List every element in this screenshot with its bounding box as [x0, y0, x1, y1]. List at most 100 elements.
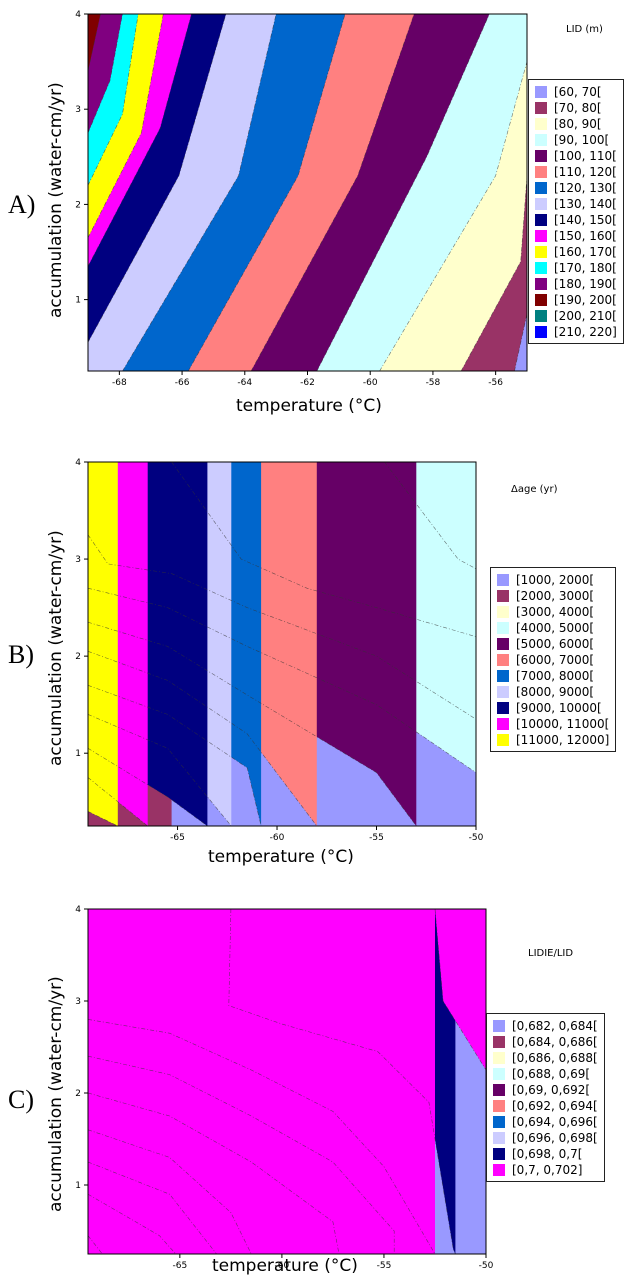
legend-label: [170, 180[ — [554, 261, 617, 275]
legend-item: [4000, 5000[ — [497, 620, 609, 636]
legend-swatch — [535, 246, 547, 258]
legend-swatch — [497, 702, 509, 714]
legend-swatch — [493, 1052, 505, 1064]
legend-swatch — [497, 654, 509, 666]
contour-line — [88, 14, 123, 134]
legend-label: [140, 150[ — [554, 213, 617, 227]
legend-item: [70, 80[ — [535, 100, 617, 116]
x-tick-label: -56 — [488, 378, 503, 388]
panel-a: A) accumulation (water-cm/yr) -68 -66 -64-… — [0, 0, 624, 425]
legend-label: [80, 90[ — [554, 117, 602, 131]
legend-swatch — [535, 102, 547, 114]
legend-swatch — [535, 278, 547, 290]
contour-region — [88, 462, 118, 826]
legend-item: [200, 210[ — [535, 308, 617, 324]
contour-line — [460, 175, 527, 371]
legend-label: [9000, 10000[ — [516, 701, 602, 715]
contour-line — [88, 1235, 103, 1254]
x-tick-label: -65 — [170, 833, 185, 843]
legend-label: [0,698, 0,7[ — [512, 1147, 583, 1161]
legend-swatch — [535, 294, 547, 306]
legend-label: [0,686, 0,688[ — [512, 1051, 598, 1065]
legend-label: [0,684, 0,686[ — [512, 1035, 598, 1049]
contour-line — [88, 14, 101, 72]
legend-swatch — [535, 150, 547, 162]
contour-line — [88, 1055, 395, 1254]
x-tick-label: -68 — [112, 378, 127, 388]
legend-item: [170, 180[ — [535, 260, 617, 276]
x-tick-label: -60 — [270, 833, 285, 843]
legend-label: [10000, 11000[ — [516, 717, 610, 731]
contour-line — [88, 714, 232, 826]
contour-line — [88, 685, 262, 826]
legend-label: [7000, 8000[ — [516, 669, 595, 683]
y-tick-label: 2 — [75, 1089, 81, 1099]
y-tick-label: 1 — [75, 296, 81, 306]
legend-label: [0,7, 0,702] — [512, 1163, 583, 1177]
legend-label: [6000, 7000[ — [516, 653, 595, 667]
legend-label: [120, 130[ — [554, 181, 617, 195]
legend-item: [140, 150[ — [535, 212, 617, 228]
legend-title: LID (m) — [566, 24, 603, 35]
legend-item: [3000, 4000[ — [497, 604, 609, 620]
legend-swatch — [497, 686, 509, 698]
legend-item: [160, 170[ — [535, 244, 617, 260]
legend-item: [210, 220] — [535, 324, 617, 340]
legend-item: [190, 200[ — [535, 292, 617, 308]
x-axis-label: temperature (°C) — [212, 1256, 358, 1276]
legend-item: [120, 130[ — [535, 180, 617, 196]
legend-swatch — [493, 1164, 505, 1176]
contour-line — [88, 621, 417, 826]
legend-swatch — [535, 86, 547, 98]
x-axis-label: temperature (°C) — [208, 847, 354, 867]
legend-item: [60, 70[ — [535, 84, 617, 100]
legend-item: [110, 120[ — [535, 164, 617, 180]
legend-swatch — [493, 1116, 505, 1128]
legend-item: [80, 90[ — [535, 116, 617, 132]
legend-swatch — [493, 1036, 505, 1048]
legend-label: [1000, 2000[ — [516, 573, 595, 587]
legend-item: [0,7, 0,702] — [493, 1162, 598, 1178]
legend-item: [7000, 8000[ — [497, 668, 609, 684]
legend-swatch — [493, 1100, 505, 1112]
legend-label: [0,688, 0,69[ — [512, 1067, 591, 1081]
contour-line — [88, 1129, 252, 1254]
legend-swatch — [497, 622, 509, 634]
legend-swatch — [493, 1084, 505, 1096]
contour-line — [88, 811, 118, 826]
panel-letter: A) — [8, 190, 36, 219]
legend-item: [0,688, 0,69[ — [493, 1066, 598, 1082]
legend-swatch — [535, 262, 547, 274]
legend-item: [11000, 12000] — [497, 732, 609, 748]
y-tick-label: 4 — [75, 905, 81, 915]
contour-line — [188, 14, 346, 371]
legend-label: [0,696, 0,698[ — [512, 1131, 598, 1145]
legend-item: [9000, 10000[ — [497, 700, 609, 716]
legend-swatch — [497, 670, 509, 682]
legend-swatch — [497, 718, 509, 730]
x-tick-label: -60 — [275, 1261, 290, 1271]
legend-label: [180, 190[ — [554, 277, 617, 291]
contour-line — [88, 14, 164, 238]
plot-frame — [87, 461, 477, 827]
legend-label: [90, 100[ — [554, 133, 610, 147]
legend-label: [0,682, 0,684[ — [512, 1019, 598, 1033]
legend-item: [100, 110[ — [535, 148, 617, 164]
legend-item: [0,69, 0,692[ — [493, 1082, 598, 1098]
contour-line — [88, 14, 139, 186]
legend-swatch — [535, 326, 547, 338]
contour-line — [88, 1161, 217, 1254]
legend-label: [5000, 6000[ — [516, 637, 595, 651]
y-tick-label: 1 — [75, 749, 81, 759]
legend-label: [200, 210[ — [554, 309, 617, 323]
x-tick-label: -50 — [469, 833, 484, 843]
legend-item: [0,682, 0,684[ — [493, 1018, 598, 1034]
legend-item: [10000, 11000[ — [497, 716, 609, 732]
legend: [1000, 2000[[2000, 3000[[3000, 4000[[400… — [490, 567, 617, 752]
legend-swatch — [535, 134, 547, 146]
contour-region — [88, 14, 123, 371]
legend-item: [0,698, 0,7[ — [493, 1146, 598, 1162]
legend-title: LIDIE/LID — [528, 948, 574, 959]
legend-item: [1000, 2000[ — [497, 572, 609, 588]
